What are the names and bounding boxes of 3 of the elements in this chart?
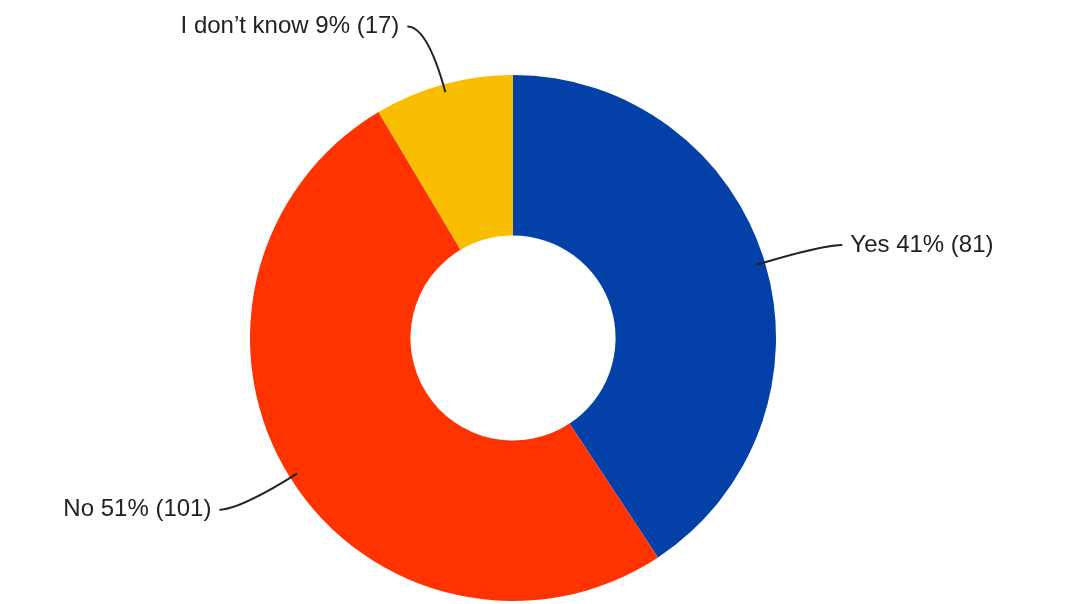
slice-label: No 51% (101) [63, 494, 212, 522]
slice-label: Yes 41% (81) [850, 229, 994, 257]
slice-label: I don’t know 9% (17) [180, 11, 400, 39]
